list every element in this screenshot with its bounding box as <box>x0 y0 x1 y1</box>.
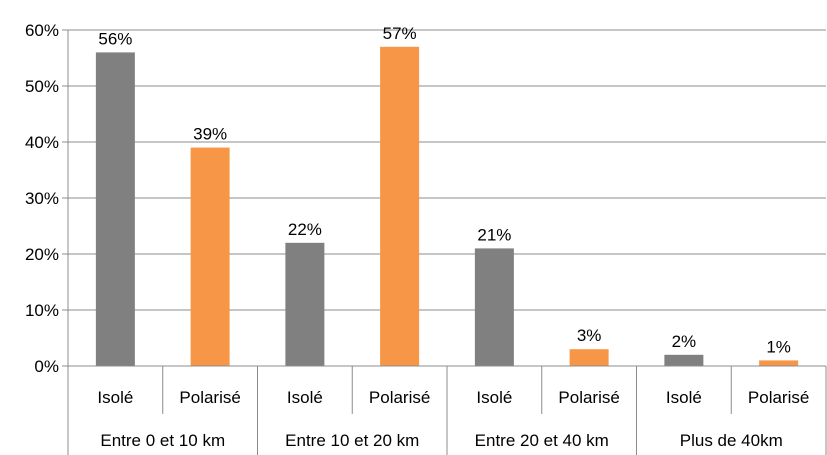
x-category-label: Isolé <box>97 388 133 407</box>
data-label: 57% <box>383 24 417 43</box>
x-category-label: Polarisé <box>179 388 240 407</box>
x-category-label: Polarisé <box>558 388 619 407</box>
y-tick-label: 60% <box>25 21 59 40</box>
x-category-label: Polarisé <box>748 388 809 407</box>
y-axis: 0% 10% 20% 30% 40% 50% 60% <box>25 21 69 376</box>
data-labels: 56% 39% 22% 57% 21% 3% 2% 1% <box>98 24 791 357</box>
data-label: 2% <box>672 332 697 351</box>
y-tick-label: 40% <box>25 133 59 152</box>
bar-isole <box>95 52 135 367</box>
x-category-label: Isolé <box>287 388 323 407</box>
data-label: 39% <box>193 125 227 144</box>
y-tick-label: 50% <box>25 77 59 96</box>
data-label: 1% <box>766 337 791 356</box>
x-category-label: Isolé <box>476 388 512 407</box>
data-label: 3% <box>577 326 602 345</box>
bar-isole <box>664 354 704 366</box>
bar-polarise <box>569 349 609 366</box>
bars <box>95 46 799 367</box>
y-tick-label: 20% <box>25 245 59 264</box>
bar-polarise <box>759 360 799 366</box>
y-tick-label: 0% <box>34 357 59 376</box>
x-group-label: Plus de 40km <box>680 431 783 450</box>
bar-polarise <box>190 147 230 366</box>
y-tick-label: 30% <box>25 189 59 208</box>
data-label: 56% <box>98 29 132 48</box>
x-group-label: Entre 20 et 40 km <box>475 431 609 450</box>
data-label: 22% <box>288 220 322 239</box>
data-label: 21% <box>477 225 511 244</box>
x-group-label: Entre 0 et 10 km <box>100 431 225 450</box>
x-group-label: Entre 10 et 20 km <box>285 431 419 450</box>
bar-isole <box>285 242 325 366</box>
bar-polarise <box>380 46 420 367</box>
x-axis: Isolé Polarisé Isolé Polarisé Isolé Polarisé I… <box>67 365 827 455</box>
gridlines <box>68 29 826 311</box>
y-tick-label: 10% <box>25 301 59 320</box>
x-category-label: Polarisé <box>369 388 430 407</box>
bar-isole <box>474 248 514 366</box>
x-category-label: Isolé <box>666 388 702 407</box>
